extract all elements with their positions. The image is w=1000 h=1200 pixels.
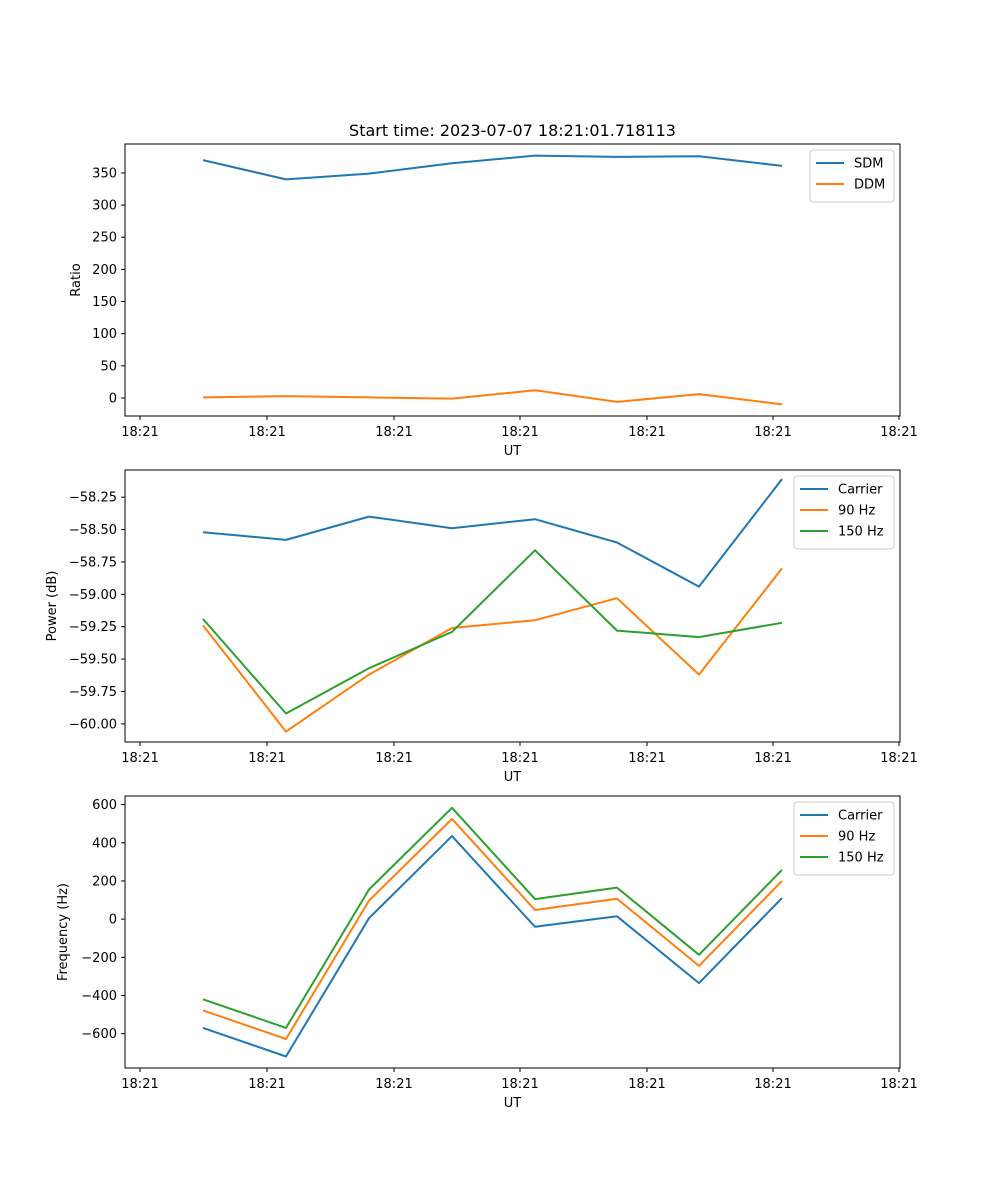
y-axis-label: Power (dB) [45, 571, 60, 642]
x-tick-label: 18:21 [248, 1077, 285, 1092]
x-tick-label: 18:21 [375, 1077, 412, 1092]
x-tick-label: 18:21 [375, 425, 412, 440]
y-tick-label: −200 [81, 951, 117, 966]
chart-panel-3: −600 −400 −200 0 200 400 600 18:21 18:21 18:21 18:… [56, 795, 918, 1111]
x-tick-label: 18:21 [501, 425, 538, 440]
y-axis-label: Frequency (Hz) [56, 883, 71, 981]
axes-frame [124, 143, 901, 417]
y-tick-label: 150 [92, 295, 117, 310]
y-tick-label: 200 [92, 263, 117, 278]
x-tick-label: 18:21 [628, 1077, 665, 1092]
series-line-90-hz [202, 817, 783, 1040]
legend-entry: 150 Hz [838, 525, 884, 540]
x-axis-label: UT [504, 444, 522, 459]
x-tick-label: 18:21 [628, 751, 665, 766]
series-line-sdm [202, 154, 783, 181]
y-tick-label: −58.25 [69, 491, 117, 506]
x-axis-label: UT [504, 1096, 522, 1111]
legend-entry: 90 Hz [838, 504, 875, 519]
chart-title: Start time: 2023-07-07 18:21:01.718113 [349, 121, 676, 140]
legend-entry: 90 Hz [838, 830, 875, 845]
y-axis-label: Ratio [69, 263, 84, 296]
x-axis-label: UT [504, 770, 522, 785]
x-tick-label: 18:21 [501, 1077, 538, 1092]
series-line-carrier [202, 478, 783, 588]
y-tick-label: −59.00 [69, 588, 117, 603]
x-tick-label: 18:21 [501, 751, 538, 766]
x-tick-label: 18:21 [880, 425, 917, 440]
legend: Carrier 90 Hz 150 Hz [793, 801, 895, 876]
y-tick-label: 350 [92, 166, 117, 181]
y-tick-label: 250 [92, 231, 117, 246]
y-tick-label: −59.75 [69, 685, 117, 700]
y-tick-label: 100 [92, 327, 117, 342]
x-tick-label: 18:21 [121, 425, 158, 440]
x-tick-label: 18:21 [121, 1077, 158, 1092]
x-tick-label: 18:21 [248, 425, 285, 440]
legend-entry: 150 Hz [838, 851, 884, 866]
series-line-90-hz [202, 567, 783, 733]
series-line-carrier [202, 835, 783, 1058]
y-tick-label: 400 [92, 836, 117, 851]
x-tick-label: 18:21 [121, 751, 158, 766]
y-tick-label: −59.25 [69, 620, 117, 635]
legend-entry: Carrier [838, 483, 883, 498]
y-tick-label: −58.75 [69, 555, 117, 570]
series-line-ddm [202, 389, 783, 406]
y-tick-label: 600 [92, 798, 117, 813]
y-tick-label: 300 [92, 199, 117, 214]
series-line-150-hz [202, 806, 783, 1029]
series-line-150-hz [202, 549, 783, 715]
legend: SDM DDM [809, 149, 895, 203]
y-tick-label: −600 [81, 1027, 117, 1042]
x-tick-label: 18:21 [880, 751, 917, 766]
chart-panel-2: −60.00 −59.75 −59.50 −59.25 −59.00 −58.75 −58.… [45, 469, 918, 785]
x-tick-label: 18:21 [375, 751, 412, 766]
x-tick-label: 18:21 [754, 751, 791, 766]
x-tick-label: 18:21 [880, 1077, 917, 1092]
x-tick-label: 18:21 [754, 1077, 791, 1092]
legend-entry: Carrier [838, 809, 883, 824]
legend-entry: SDM [854, 157, 883, 172]
x-tick-label: 18:21 [754, 425, 791, 440]
legend: Carrier 90 Hz 150 Hz [793, 475, 895, 550]
legend-entry: DDM [854, 178, 885, 193]
y-tick-label: −400 [81, 989, 117, 1004]
x-tick-label: 18:21 [628, 425, 665, 440]
axes-frame [124, 469, 901, 743]
y-tick-label: −58.50 [69, 523, 117, 538]
axes-frame [124, 795, 901, 1069]
y-tick-label: 200 [92, 874, 117, 889]
chart-panel-1: 0 50 100 150 200 250 300 350 18:21 18:21 18:21 18:2… [69, 121, 918, 459]
y-tick-label: 0 [109, 391, 117, 406]
y-tick-label: −59.50 [69, 653, 117, 668]
x-tick-label: 18:21 [248, 751, 285, 766]
y-tick-label: 50 [100, 359, 117, 374]
y-tick-label: 0 [109, 913, 117, 928]
y-tick-label: −60.00 [69, 717, 117, 732]
